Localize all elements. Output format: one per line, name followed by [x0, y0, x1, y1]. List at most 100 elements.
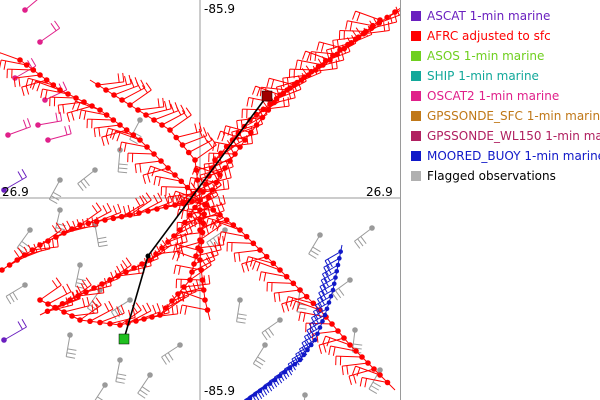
- afrc-wind-barb: [118, 195, 145, 220]
- legend-swatch: [411, 171, 421, 181]
- afrc-wind-barb: [78, 109, 110, 120]
- afrc-wind-barb: [77, 297, 102, 323]
- flagged-wind-barb: [117, 147, 128, 174]
- afrc-wind-barb: [97, 304, 125, 326]
- afrc-wind-barb: [212, 141, 243, 152]
- afrc-wind-barb: [159, 104, 186, 128]
- oscat2-observations: [5, 0, 72, 143]
- legend-label: ASCAT 1-min marine: [427, 9, 551, 23]
- buoy-wind-barb: [303, 325, 323, 345]
- afrc-wind-barb: [322, 335, 353, 348]
- legend-item-moored-buoy[interactable]: MOORED_BUOY 1-min marine: [411, 148, 600, 164]
- flagged-wind-barb: [115, 357, 127, 384]
- buoy-wind-barb: [321, 262, 341, 283]
- afrc-observations: [0, 5, 400, 391]
- afrc-wind-barb: [149, 304, 179, 320]
- flagged-wind-barb: [94, 382, 108, 400]
- axis-label-bottom: -85.9: [204, 384, 236, 398]
- afrc-wind-barb: [151, 102, 179, 123]
- legend-label: AFRC adjusted to sfc: [427, 29, 551, 43]
- afrc-wind-barb: [142, 165, 171, 184]
- ascat-wind-barb: [1, 168, 27, 193]
- legend-swatch: [411, 31, 421, 41]
- axis-label-top: -85.9: [204, 2, 236, 16]
- afrc-wind-barb: [325, 40, 355, 59]
- afrc-wind-barb: [185, 132, 213, 156]
- afrc-wind-barb: [316, 41, 348, 52]
- afrc-wind-barb: [103, 74, 132, 93]
- flagged-wind-barb: [354, 225, 375, 249]
- afrc-wind-barb: [44, 296, 74, 315]
- flagged-wind-barb: [161, 342, 183, 365]
- afrc-wind-barb: [32, 80, 63, 93]
- afrc-wind-barb: [69, 303, 99, 319]
- legend-label: Flagged observations: [427, 169, 556, 183]
- afrc-wind-barb: [66, 103, 95, 122]
- afrc-wind-barb: [53, 290, 81, 311]
- afrc-wind-barb: [217, 130, 248, 143]
- afrc-wind-barb: [332, 34, 362, 50]
- afrc-wind-barb: [295, 59, 326, 70]
- afrc-wind-barb: [93, 203, 122, 225]
- axis-label-right: 26.9: [366, 185, 393, 199]
- track-line-lower: [123, 255, 149, 340]
- flagged-wind-barb: [5, 282, 28, 305]
- afrc-wind-barb: [111, 77, 139, 98]
- buoy-wind-barb: [316, 287, 336, 308]
- afrc-wind-barb: [341, 360, 371, 376]
- afrc-wind-barb: [345, 20, 376, 31]
- afrc-wind-barb: [133, 303, 161, 324]
- buoy-wind-barb: [320, 268, 340, 289]
- ascat-observations: [1, 168, 27, 343]
- afrc-wind-barb: [13, 72, 43, 88]
- afrc-wind-barb: [105, 127, 137, 139]
- afrc-wind-barb: [72, 100, 103, 113]
- flagged-wind-barb: [308, 232, 323, 259]
- endpoint-square-red[interactable]: [261, 90, 273, 102]
- legend-label: ASOS 1-min marine: [427, 49, 545, 63]
- afrc-wind-barb: [61, 296, 90, 315]
- wind-observation-plot[interactable]: [0, 0, 400, 400]
- legend-item-ascat[interactable]: ASCAT 1-min marine: [411, 8, 550, 24]
- afrc-wind-barb: [338, 28, 369, 40]
- legend-swatch: [411, 71, 421, 81]
- afrc-wind-barb: [233, 247, 263, 263]
- oscat2-wind-barb: [22, 0, 38, 13]
- buoy-wind-barb: [324, 249, 343, 269]
- flagged-wind-barb: [65, 332, 77, 359]
- flagged-wind-barb: [74, 262, 86, 289]
- legend-item-gpssonde-sfc[interactable]: GPSSONDE_SFC 1-min marine: [411, 108, 600, 124]
- afrc-wind-barb: [127, 151, 157, 163]
- afrc-wind-barb: [119, 141, 150, 152]
- flagged-wind-barb: [331, 277, 353, 301]
- legend-label: OSCAT2 1-min marine: [427, 89, 560, 103]
- moored-buoy-observations: [244, 244, 343, 400]
- afrc-wind-barb: [77, 202, 102, 228]
- afrc-wind-barb: [135, 97, 165, 113]
- afrc-wind-barb: [172, 182, 197, 208]
- afrc-wind-barb: [231, 122, 260, 141]
- legend-item-gpssonde-wl150[interactable]: GPSSONDE_WL150 1-min mar: [411, 128, 600, 144]
- afrc-wind-barb: [25, 77, 57, 89]
- legend-swatch: [411, 11, 421, 21]
- afrc-wind-barb: [167, 107, 192, 133]
- afrc-wind-barb: [147, 165, 178, 178]
- legend-item-oscat2[interactable]: OSCAT2 1-min marine: [411, 88, 559, 104]
- legend-label: SHIP 1-min marine: [427, 69, 539, 83]
- afrc-wind-barb: [252, 260, 283, 273]
- afrc-wind-barb: [176, 229, 206, 245]
- afrc-wind-barb: [192, 165, 223, 178]
- legend-item-asos[interactable]: ASOS 1-min marine: [411, 48, 544, 64]
- flagged-wind-barb: [77, 167, 98, 191]
- legend-swatch: [411, 91, 421, 101]
- oscat2-wind-barb: [35, 111, 63, 128]
- legend-label: MOORED_BUOY 1-min marine: [427, 149, 600, 163]
- afrc-wind-barb: [175, 277, 206, 289]
- endpoint-square-green[interactable]: [118, 333, 130, 345]
- afrc-wind-barb: [0, 59, 30, 70]
- legend-swatch: [411, 151, 421, 161]
- legend-item-afrc[interactable]: AFRC adjusted to sfc: [411, 28, 551, 44]
- legend-item-flagged[interactable]: Flagged observations: [411, 168, 556, 184]
- legend-item-ship[interactable]: SHIP 1-min marine: [411, 68, 539, 84]
- track-vertex: [145, 253, 151, 259]
